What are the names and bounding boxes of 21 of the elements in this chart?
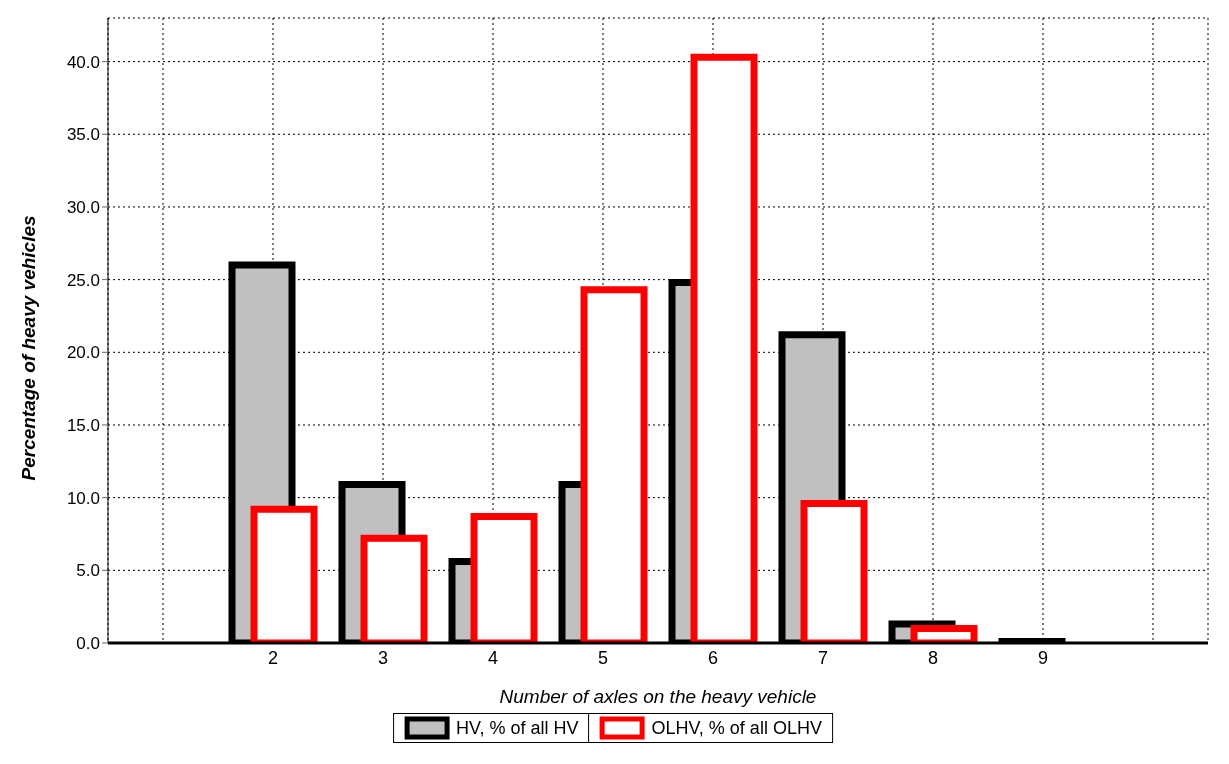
- x-tick-label: 5: [597, 647, 609, 668]
- x-tick-label: 3: [377, 647, 389, 668]
- y-tick-label: 5.0: [76, 561, 100, 581]
- y-tick-label: 15.0: [66, 416, 100, 436]
- y-axis-title: Percentage of heavy vehicles: [17, 215, 39, 481]
- x-tick-label: 4: [487, 647, 499, 668]
- legend-label: HV, % of all HV: [456, 717, 579, 739]
- legend-label: OLHV, % of all OLHV: [651, 717, 822, 739]
- x-tick-label: 6: [707, 647, 719, 668]
- y-tick-label: 25.0: [66, 270, 100, 290]
- y-tick-label: 10.0: [66, 488, 100, 508]
- y-tick-label: 20.0: [66, 343, 100, 363]
- x-tick-label: 2: [267, 647, 279, 668]
- x-axis-title: Number of axles on the heavy vehicle: [499, 686, 817, 707]
- y-tick-label: 30.0: [66, 197, 100, 217]
- x-tick-label: 9: [1037, 647, 1049, 668]
- x-tick-label: 7: [817, 647, 829, 668]
- y-tick-label: 40.0: [66, 52, 100, 72]
- x-tick-label: 8: [927, 647, 939, 668]
- y-tick-label: 35.0: [66, 125, 100, 145]
- y-tick-label: 0.0: [76, 634, 100, 654]
